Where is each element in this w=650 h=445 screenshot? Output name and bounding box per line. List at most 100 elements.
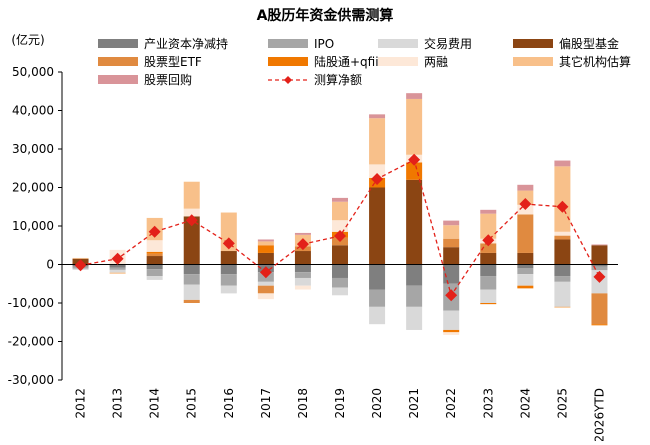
legend-line-marker [284, 76, 292, 84]
net-amount-point [371, 173, 384, 186]
x-tick-label: 2015 [185, 388, 199, 419]
bar-segment [517, 264, 534, 269]
bar-segment [517, 285, 534, 289]
bar-segment [369, 118, 386, 165]
legend-swatch [98, 57, 138, 66]
bar-segment [294, 251, 311, 265]
bar-segment [480, 303, 497, 305]
bar-segment [257, 245, 274, 253]
bar-segment [554, 239, 571, 265]
bar-segment [480, 276, 497, 290]
bar-segment [294, 272, 311, 278]
x-tick-label: 2014 [148, 388, 162, 419]
bar-segment [480, 264, 497, 277]
bar-segment [443, 329, 460, 333]
bar-segment [591, 244, 608, 246]
bar-segment [443, 225, 460, 239]
bar-segment [257, 293, 274, 300]
bar-segment [554, 235, 571, 240]
legend-swatch [268, 57, 308, 66]
bar-segment [406, 179, 423, 265]
bar-segment [183, 299, 200, 303]
bar-segment [146, 256, 163, 265]
bar-segment [517, 268, 534, 275]
bar-segment [406, 93, 423, 99]
bar-segment [183, 216, 200, 265]
net-amount-point [148, 225, 161, 238]
bar-segment [332, 197, 348, 202]
legend-swatch [98, 75, 138, 84]
bar-segment [480, 243, 497, 253]
bar-segment [406, 306, 423, 330]
y-axis-unit: (亿元) [11, 32, 44, 47]
legend-label: 股票型ETF [144, 55, 202, 69]
x-tick-label: 2025 [555, 388, 569, 419]
bar-segment [480, 209, 497, 214]
net-amount-point [334, 230, 346, 243]
x-tick-label: 2019 [333, 388, 347, 419]
bar-segment [443, 264, 460, 284]
net-amount-point [519, 198, 532, 211]
bar-segment [406, 264, 423, 286]
x-tick-label: 2026YTD [592, 388, 606, 441]
bar-segment [406, 285, 423, 307]
bar-segment [109, 272, 126, 274]
bar-segment [146, 269, 163, 277]
bar-segment [220, 274, 237, 286]
bar-segment [406, 98, 423, 155]
net-amount-point [259, 266, 272, 279]
bar-segment [183, 208, 200, 217]
bar-segment [332, 220, 348, 232]
bar-segment [443, 247, 460, 265]
bar-segment [183, 264, 200, 275]
bar-segment [183, 274, 200, 285]
bar-segment [554, 276, 571, 282]
bar-segment [109, 269, 126, 273]
bar-segment [332, 287, 348, 296]
x-tick-label: 2012 [74, 388, 88, 419]
x-tick-label: 2017 [259, 388, 273, 419]
legend-swatch [513, 57, 553, 66]
bar-segment [220, 285, 237, 294]
bar-segment [257, 285, 274, 294]
y-tick-label: -20,000 [8, 335, 54, 349]
net-amount-point [556, 200, 569, 213]
y-tick-label: 0 [46, 258, 54, 272]
bar-segment [369, 114, 386, 119]
bar-segment [480, 213, 497, 239]
net-amount-point [111, 252, 124, 265]
net-amount-point [482, 234, 495, 247]
bar-segment [332, 245, 348, 265]
x-tick-label: 2016 [222, 388, 236, 419]
bar-segment [146, 240, 163, 252]
bar-segment [443, 310, 460, 330]
legend-label: IPO [314, 37, 334, 51]
y-tick-label: 50,000 [12, 65, 54, 79]
x-tick-label: 2023 [481, 388, 495, 419]
bar-segment [369, 164, 386, 178]
bar-segment [332, 264, 348, 278]
bar-segment [517, 274, 534, 286]
net-amount-point [222, 237, 235, 250]
bar-segment [554, 160, 571, 167]
bar-segment [332, 277, 348, 288]
legend-swatch [378, 57, 418, 66]
plot-area: -30,000 -20,000 -10,000 0 10,000 20,000 30,000… [8, 65, 618, 442]
bar-segment [591, 264, 608, 267]
bar-segment [257, 281, 274, 286]
bar-segment [591, 245, 608, 265]
bar-segment [517, 252, 534, 265]
net-amount-point [296, 238, 309, 251]
bar-segment [517, 184, 534, 191]
net-amount-point [445, 289, 458, 302]
x-tick-label: 2020 [370, 388, 384, 419]
y-tick-label: 20,000 [12, 181, 54, 195]
legend-label: 陆股通+qfii [314, 54, 379, 69]
bar-segment [443, 332, 460, 335]
legend-label: 两融 [424, 55, 448, 69]
bar-segment [257, 239, 274, 242]
bar-segment [443, 220, 460, 226]
